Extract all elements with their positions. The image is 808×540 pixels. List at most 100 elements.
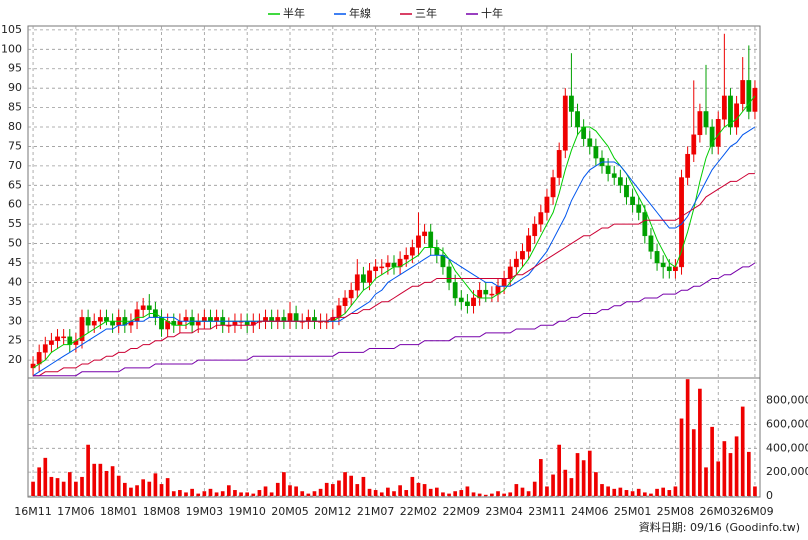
y-tick-label: 70 <box>8 159 22 172</box>
volume-bar <box>422 484 427 496</box>
footer: 資料日期: 09/16 (Goodinfo.tw) <box>639 520 800 534</box>
volume-bar <box>728 453 733 496</box>
volume-bar <box>165 478 170 496</box>
y-tick-label: 35 <box>8 295 22 308</box>
candle-body <box>654 251 660 264</box>
candle-body <box>575 111 580 128</box>
candle-body <box>385 262 391 268</box>
volume-bar <box>698 388 702 496</box>
volume-bar <box>86 444 90 496</box>
candle-body <box>471 297 476 306</box>
volume-bar <box>239 492 243 496</box>
volume-bar <box>226 485 231 496</box>
legend-label: 半年 <box>283 6 305 20</box>
volume-bar <box>532 481 537 496</box>
volume-bar <box>563 469 568 496</box>
y-tick-label: 65 <box>8 178 22 191</box>
candle-body <box>55 336 60 341</box>
candle-body <box>465 301 470 306</box>
volume-bar <box>679 418 684 496</box>
volume-bar <box>153 473 158 496</box>
volume-bar <box>545 486 549 496</box>
x-tick-label: 21M07 <box>357 505 395 518</box>
volume-bar <box>496 491 500 496</box>
y-tick-label: 100 <box>1 42 22 55</box>
x-tick-label: 23M04 <box>485 505 523 518</box>
plot-frame <box>27 25 761 498</box>
candle-body <box>263 317 268 322</box>
volume-bar <box>257 490 262 496</box>
volume-bar <box>551 474 555 496</box>
candle-body <box>703 111 709 128</box>
volume-bar <box>80 476 84 496</box>
candle-body <box>287 313 293 322</box>
ma-line <box>33 173 755 377</box>
candle-body <box>721 95 727 120</box>
volume-bar <box>373 490 378 496</box>
volume-bar <box>734 436 739 496</box>
volume-bar <box>251 493 256 496</box>
candle-body <box>79 317 85 341</box>
candle-body <box>752 87 758 112</box>
volume-bar <box>416 482 421 496</box>
y-tick-label: 80 <box>8 120 22 133</box>
volume-bar <box>649 493 653 496</box>
volume-bar <box>343 472 347 496</box>
candle-body <box>679 177 684 268</box>
volume-bar <box>92 463 97 496</box>
volume-bar <box>538 459 543 496</box>
volume-bar <box>110 466 115 496</box>
candle-body <box>214 317 219 322</box>
y-tick-label: 105 <box>1 23 22 36</box>
volume-bar <box>282 472 286 496</box>
volume-bar <box>434 487 439 496</box>
candle-body <box>483 289 489 295</box>
candle-body <box>269 317 275 322</box>
candle-body <box>195 321 201 326</box>
volume-bar <box>520 487 525 496</box>
volume-bar <box>661 487 666 496</box>
volume-bar <box>129 487 133 496</box>
volume-bar <box>306 493 311 496</box>
candle-body <box>666 266 672 272</box>
candle-body <box>428 231 434 248</box>
x-tick-label: 18M08 <box>143 505 181 518</box>
candle-body <box>403 254 409 260</box>
volume-bar <box>337 480 341 496</box>
candle-body <box>49 340 54 345</box>
volume-bar <box>557 444 562 496</box>
volume-bar <box>587 450 592 496</box>
volume-bar <box>594 472 598 496</box>
candle-body <box>587 138 593 147</box>
y-tick-label: 95 <box>8 62 22 75</box>
volume-bar <box>410 476 415 496</box>
candle-body <box>440 254 446 268</box>
candle-body <box>489 293 495 296</box>
volume-bar <box>220 491 225 496</box>
y-tick-label: 75 <box>8 139 22 152</box>
candle-body <box>110 321 115 326</box>
x-tick-label: 19M10 <box>228 505 266 518</box>
volume-bar <box>746 451 751 496</box>
x-tick-label: 22M09 <box>443 505 481 518</box>
y-tick-label: 55 <box>8 217 22 230</box>
volume-bar <box>269 492 274 496</box>
x-tick-label: 19M03 <box>186 505 224 518</box>
candle-body <box>636 204 642 213</box>
candle-body <box>361 274 366 283</box>
volume-bar <box>324 482 329 496</box>
candle-body <box>336 305 342 318</box>
y2-tick-label: 400,000 <box>766 441 808 454</box>
volume-bar <box>74 481 78 496</box>
volume-bar <box>398 485 402 496</box>
volume-bar <box>294 486 298 496</box>
candle-body <box>691 134 697 155</box>
volume-bar <box>465 486 470 496</box>
y-tick-label: 45 <box>8 256 22 269</box>
candle-body <box>544 196 550 213</box>
volume-bar <box>453 491 458 496</box>
candle-body <box>520 251 525 260</box>
candle-body <box>740 80 746 104</box>
volume-bar <box>245 492 250 496</box>
